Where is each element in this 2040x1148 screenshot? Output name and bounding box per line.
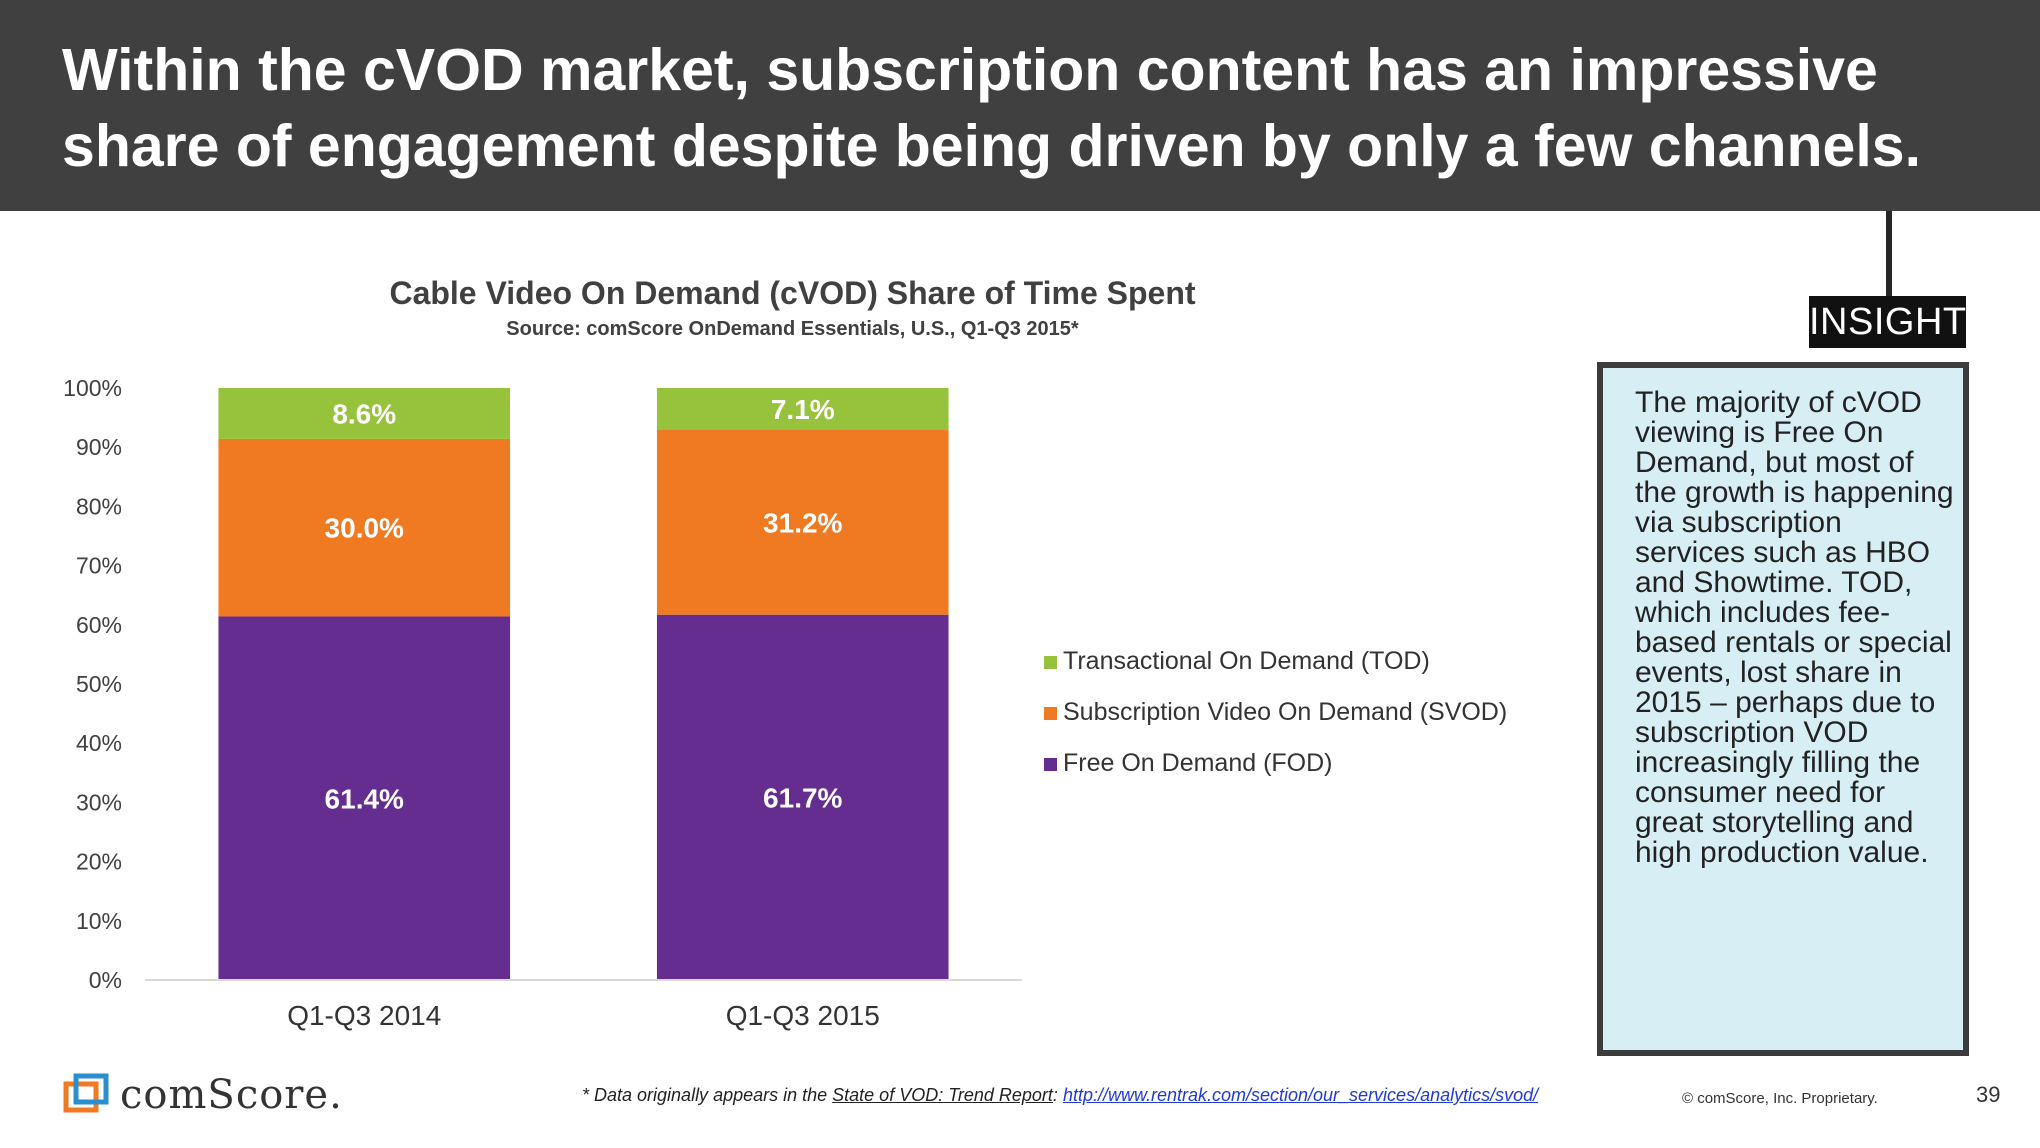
data-label: 8.6% xyxy=(332,398,396,429)
legend-swatch xyxy=(1044,656,1057,669)
y-tick-label: 0% xyxy=(89,967,122,993)
footnote-report: State of VOD: Trend Report xyxy=(832,1085,1053,1105)
y-tick-label: 70% xyxy=(76,553,122,579)
insight-box: The majority of cVOD viewing is Free On … xyxy=(1597,362,1969,1056)
chart-title: Cable Video On Demand (cVOD) Share of Ti… xyxy=(389,275,1196,311)
footnote-colon: : xyxy=(1052,1085,1063,1105)
copyright: © comScore, Inc. Proprietary. xyxy=(1682,1090,1878,1107)
y-tick-label: 50% xyxy=(76,671,122,697)
y-tick-label: 40% xyxy=(76,730,122,756)
y-tick-label: 80% xyxy=(76,493,122,519)
legend-label: Free On Demand (FOD) xyxy=(1063,749,1333,777)
bar-segment xyxy=(218,388,511,439)
legend: Transactional On Demand (TOD) Subscriptio… xyxy=(1044,647,1507,777)
y-tick-label: 100% xyxy=(63,375,122,401)
bar-segment xyxy=(656,430,949,615)
y-tick-label: 90% xyxy=(76,434,122,460)
y-tick-label: 60% xyxy=(76,612,122,638)
legend-swatch xyxy=(1044,707,1057,720)
insight-tag: INSIGHT xyxy=(1809,296,1966,348)
insight-text: The majority of cVOD viewing is Free On … xyxy=(1635,386,1954,869)
legend-swatch xyxy=(1044,758,1057,771)
bar-segment xyxy=(218,616,511,980)
bar-segment xyxy=(218,438,511,617)
y-tick-label: 10% xyxy=(76,908,122,934)
y-axis: 0% 10% 20% 30% 40% 50% 60% 70% 80% 90% 100% xyxy=(63,375,122,993)
y-tick-label: 20% xyxy=(76,849,122,875)
data-label: 61.7% xyxy=(763,782,842,813)
footnote-link[interactable]: http://www.rentrak.com/section/our_servi… xyxy=(1062,1085,1539,1105)
footnote-prefix: * Data originally appears in the xyxy=(582,1085,833,1105)
page-number: 39 xyxy=(1976,1082,2001,1107)
x-axis: Q1-Q3 2014 Q1-Q3 2015 xyxy=(145,979,1022,1031)
slide-headline: Within the cVOD market, subscription con… xyxy=(62,37,1921,179)
legend-label: Subscription Video On Demand (SVOD) xyxy=(1063,698,1507,726)
x-tick-label: Q1-Q3 2014 xyxy=(287,1000,441,1031)
logo-wordmark: comScore. xyxy=(120,1072,343,1118)
footnote: * Data originally appears in the State o… xyxy=(582,1085,1538,1106)
logo-icon xyxy=(63,1073,109,1113)
insight-divider xyxy=(1886,211,1892,300)
bar-segment xyxy=(656,388,949,431)
x-tick-label: Q1-Q3 2015 xyxy=(726,1000,880,1031)
chart-subtitle: Source: comScore OnDemand Essentials, U.… xyxy=(506,318,1079,340)
bar-segment xyxy=(656,614,949,980)
legend-label: Transactional On Demand (TOD) xyxy=(1063,647,1430,675)
header-bar: Within the cVOD market, subscription con… xyxy=(0,0,2040,211)
y-tick-label: 30% xyxy=(76,789,122,815)
comscore-logo: comScore. xyxy=(62,1072,362,1118)
data-label: 30.0% xyxy=(325,513,404,544)
data-label: 61.4% xyxy=(325,783,404,814)
data-label: 7.1% xyxy=(771,394,835,425)
bars: 61.4% 30.0% 8.6% 61.7% 31.2% 7.1% xyxy=(218,388,949,980)
data-label: 31.2% xyxy=(763,507,842,538)
